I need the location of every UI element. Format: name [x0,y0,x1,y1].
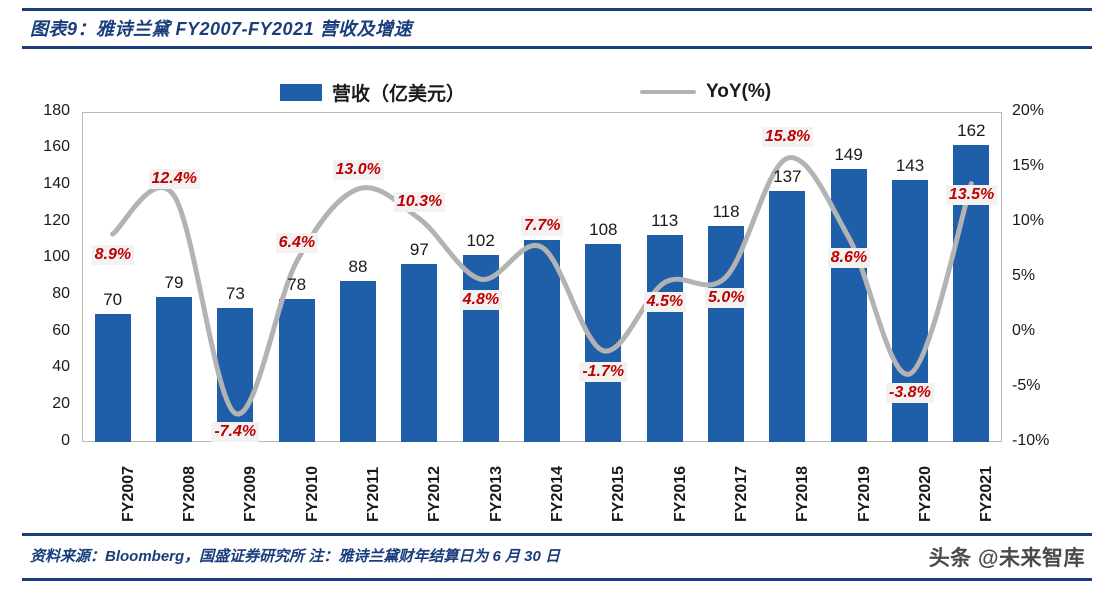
bar-label-FY2020: 143 [895,155,925,175]
plot-area: 707973788897102110108113118137149143162 … [82,112,1002,443]
header-rule-top [22,8,1092,11]
footer-rule-top [22,533,1092,536]
y-axis-right: 20% 15% 10% 5% 0% -5% -10% [1004,102,1064,449]
source-note: 资料来源：Bloomberg，国盛证券研究所 注：雅诗兰黛财年结算日为 6 月 … [30,548,561,565]
x-label-FY2014: FY2014 [549,465,566,522]
yoy-label-FY2021: 13.5% [945,184,998,205]
bar-label-FY2013: 102 [466,231,495,250]
bar-FY2018 [769,190,806,442]
bar-label-FY2008: 79 [164,273,184,293]
legend-item-revenue: 营收（亿美元） [280,78,465,106]
x-label-FY2009: FY2009 [242,465,260,522]
y-axis-left: 180 160 140 120 100 80 60 40 20 0 [0,102,78,449]
bar-label-FY2009: 73 [225,284,245,304]
yoy-line-series [110,155,974,417]
header-rule-bottom [22,46,1092,49]
bar-FY2009 [217,308,254,442]
bar-label-FY2010: 78 [287,275,307,294]
x-label-FY2013: FY2013 [487,465,505,522]
yoy-label-FY2018: 15.8% [761,127,814,148]
x-label-FY2007: FY2007 [119,465,137,522]
yoy-label-FY2011: 13.0% [332,160,384,180]
x-label-FY2021: FY2021 [978,465,996,522]
chart-legend: 营收（亿美元） YoY(%) [280,78,840,106]
x-label-FY2015: FY2015 [610,465,628,522]
x-label-FY2008: FY2008 [181,465,198,522]
bar-label-FY2019: 149 [834,144,863,164]
y-tick-left: 0 [61,432,70,449]
yoy-label-FY2019: 8.6% [827,248,871,269]
y-tick-left: 20 [52,395,70,412]
bar-label-FY2021: 162 [957,121,986,140]
y-tick-left: 60 [52,322,70,339]
x-label-FY2019: FY2019 [855,465,873,522]
y-tick-left: 100 [43,248,70,265]
bar-series [82,112,1002,442]
y-tick-left: 160 [43,138,70,155]
watermark: 头条 @未来智库 [928,547,1085,570]
y2-tick-right: 5% [1012,267,1036,284]
x-label-FY2016: FY2016 [671,465,689,522]
y2-tick-right: 0% [1012,322,1036,339]
y2-tick-right: -10% [1012,432,1050,449]
legend-swatch-bar-icon [280,83,322,101]
y2-tick-right: 20% [1012,102,1045,119]
footer-rule-bottom [22,578,1092,581]
legend-item-yoy: YoY(%) [640,78,771,106]
bar-label-FY2016: 113 [651,210,679,230]
x-label-FY2010: FY2010 [303,465,321,522]
legend-swatch-line-icon [640,90,696,94]
yoy-label-FY2007: 8.9% [91,245,135,266]
y-tick-left: 40 [52,358,70,375]
bar-FY2016 [646,234,683,442]
bar-FY2008 [156,297,192,442]
bar-label-FY2007: 70 [103,289,123,309]
yoy-line-path [110,155,974,417]
bar-FY2010 [278,299,315,442]
x-label-FY2020: FY2020 [917,465,934,522]
y-tick-left: 120 [43,212,70,229]
x-label-FY2018: FY2018 [794,465,812,522]
legend-label-yoy: YoY(%) [706,81,772,102]
bar-FY2012 [401,264,438,442]
y-tick-left: 140 [43,175,70,192]
bar-label-FY2018: 137 [773,166,802,186]
y2-tick-right: 15% [1012,157,1045,174]
yoy-label-FY2008: 12.4% [148,168,200,189]
bar-label-FY2011: 88 [348,256,368,276]
y2-tick-right: 10% [1012,212,1045,229]
y-tick-left: 80 [52,285,70,302]
yoy-label-FY2010: 6.4% [275,232,319,253]
bar-label-FY2015: 108 [589,220,618,239]
bar-label-FY2012: 97 [409,240,429,260]
yoy-label-FY2020: -3.8% [886,382,934,403]
legend-label-revenue: 营收（亿美元） [332,83,466,105]
x-label-FY2011: FY2011 [365,466,382,522]
yoy-label-FY2015: -1.7% [579,361,628,382]
yoy-label-FY2014: 7.7% [521,216,564,237]
x-label-FY2012: FY2012 [426,465,444,522]
yoy-label-FY2012: 10.3% [393,191,446,212]
y-tick-left: 180 [43,102,70,119]
page-title: 图表9：雅诗兰黛 FY2007-FY2021 营收及增速 [30,19,413,39]
bar-FY2007 [94,313,131,442]
bar-FY2013 [462,255,499,442]
x-axis-labels: FY2007 FY2008 FY2009 FY2010 FY2011 FY2012 FY20… [82,446,1002,532]
yoy-label-FY2009: -7.4% [211,422,260,443]
bar-FY2011 [340,280,376,442]
yoy-label-FY2013: 4.8% [459,290,503,311]
yoy-label-FY2017: 5.0% [705,288,748,308]
y2-tick-right: -5% [1012,377,1041,394]
bar-label-FY2017: 118 [712,201,740,221]
yoy-label-FY2016: 4.5% [643,291,687,312]
x-label-FY2017: FY2017 [733,465,750,522]
bar-FY2014 [524,240,560,442]
